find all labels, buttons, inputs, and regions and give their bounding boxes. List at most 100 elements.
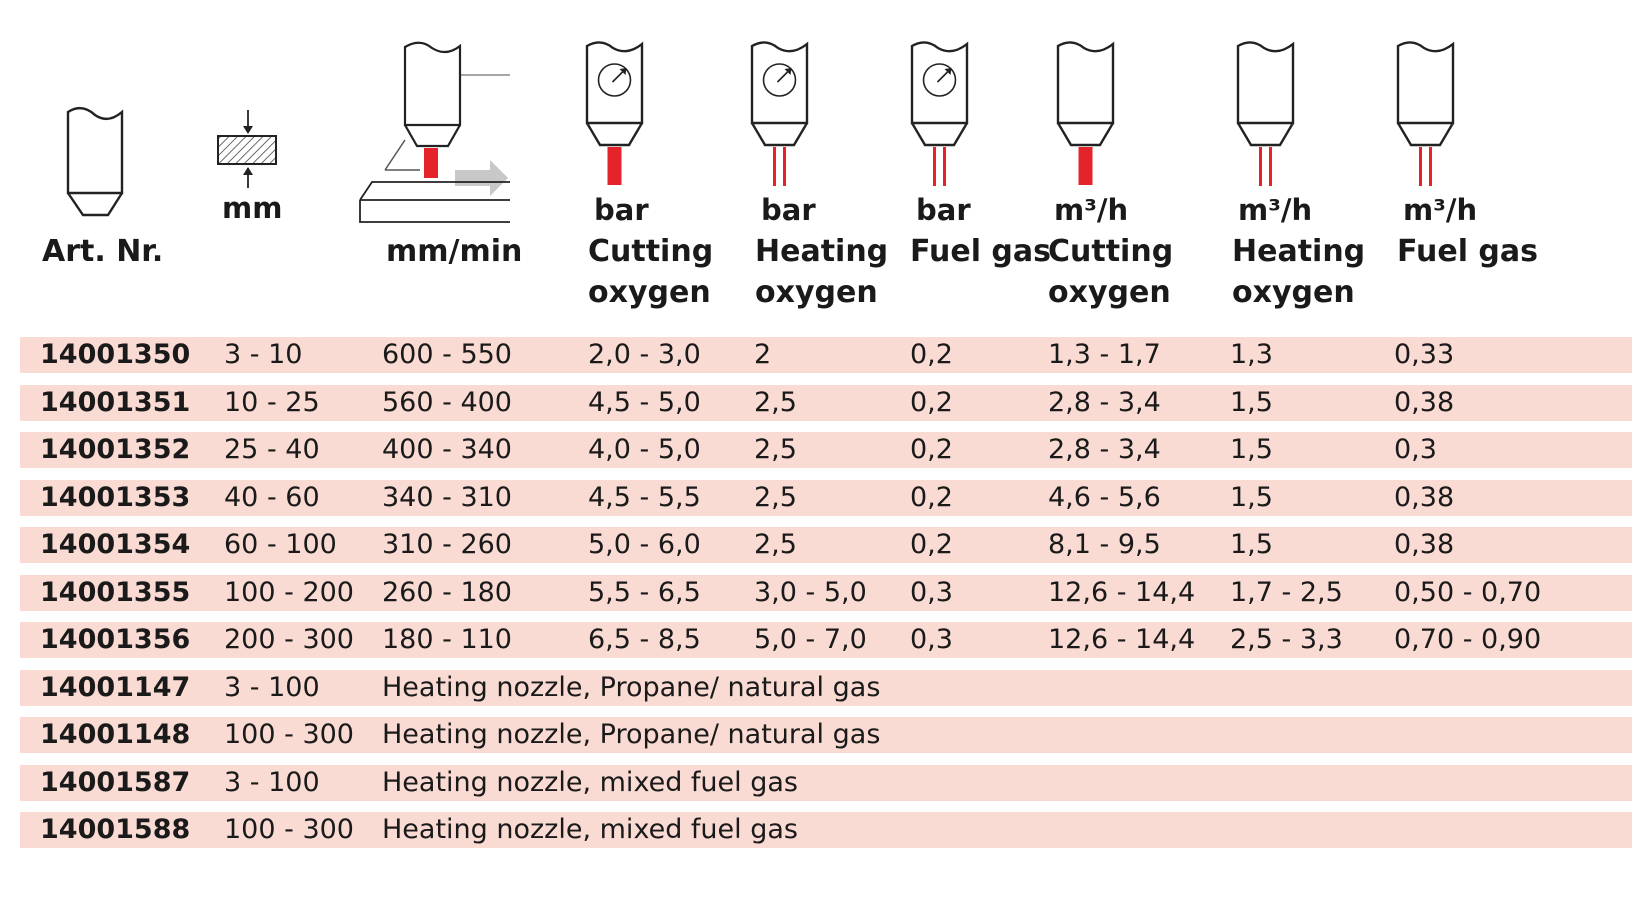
cell-m3-heat: 1,5 <box>1230 481 1273 513</box>
cell-speed: 260 - 180 <box>382 576 512 608</box>
row-background <box>20 384 1632 421</box>
cell-note: Heating nozzle, Propane/ natural gas <box>382 719 881 750</box>
cell-m3-cut: 8,1 - 9,5 <box>1048 529 1161 560</box>
cell-m3-cut: 12,6 - 14,4 <box>1048 576 1196 608</box>
nozzle-fuel-flow-icon <box>1396 41 1455 186</box>
cell-mm: 100 - 200 <box>224 576 354 608</box>
nozzle-gauge-heating-icon <box>750 41 809 186</box>
cell-m3-fuel: 0,33 <box>1394 339 1455 370</box>
unit-label: m³/h <box>1403 193 1478 227</box>
cell-art: 14001352 <box>40 434 191 465</box>
cell-m3-fuel: 0,38 <box>1394 481 1455 513</box>
nozzle-plain-icon <box>66 107 124 217</box>
cell-mm: 25 - 40 <box>224 434 320 465</box>
unit-label: mm <box>222 191 283 225</box>
cell-mm: 3 - 100 <box>224 766 320 798</box>
cell-speed: 310 - 260 <box>382 529 512 560</box>
cell-note: Heating nozzle, mixed fuel gas <box>382 766 798 798</box>
table-row: 14001352 25 - 40 400 - 340 4,0 - 5,0 2,5 0,2 2… <box>20 432 1632 480</box>
row-background <box>20 622 1632 658</box>
cell-m3-heat: 1,5 <box>1230 386 1273 418</box>
cell-art: 14001147 <box>40 671 191 703</box>
table-row: 14001147 3 - 100 Heating nozzle, Propane/ … <box>20 669 1632 718</box>
cell-art: 14001588 <box>40 814 191 845</box>
nozzle-cutting-flow-icon <box>1056 41 1115 185</box>
row-background <box>20 764 1632 801</box>
cell-bar-cut: 4,0 - 5,0 <box>588 434 701 465</box>
cell-speed: 560 - 400 <box>382 386 512 418</box>
column-label: mm/min <box>386 234 523 269</box>
row-background <box>20 432 1632 468</box>
table-row: 14001587 3 - 100 Heating nozzle, mixed fue… <box>20 764 1632 813</box>
data-table: 14001350 3 - 10 600 - 550 2,0 - 3,0 2 0,2 1,3 … <box>20 337 1632 852</box>
cell-m3-fuel: 0,3 <box>1394 434 1437 465</box>
row-background <box>20 669 1632 706</box>
row-background <box>20 812 1632 848</box>
cell-bar-fuel: 0,2 <box>910 529 953 560</box>
column-label: Cutting <box>1048 234 1174 269</box>
cell-speed: 400 - 340 <box>382 434 512 465</box>
column-label-line2: oxygen <box>1232 275 1355 310</box>
cell-m3-heat: 2,5 - 3,3 <box>1230 624 1343 655</box>
cell-bar-fuel: 0,2 <box>910 434 953 465</box>
column-label-line2: oxygen <box>1048 275 1171 310</box>
cell-art: 14001353 <box>40 481 191 513</box>
cell-m3-fuel: 0,38 <box>1394 529 1455 560</box>
cell-mm: 100 - 300 <box>224 814 354 845</box>
table-row: 14001354 60 - 100 310 - 260 5,0 - 6,0 2,5 0,2… <box>20 527 1632 575</box>
cell-bar-fuel: 0,2 <box>910 481 953 513</box>
cell-art: 14001355 <box>40 576 191 608</box>
cell-bar-heat: 2,5 <box>754 386 797 418</box>
cell-bar-heat: 2,5 <box>754 481 797 513</box>
cell-bar-heat: 2 <box>754 339 772 370</box>
cell-mm: 200 - 300 <box>224 624 354 655</box>
cell-m3-fuel: 0,50 - 0,70 <box>1394 576 1542 608</box>
cell-m3-cut: 1,3 - 1,7 <box>1048 339 1161 370</box>
cutting-speed-icon <box>359 41 510 223</box>
cell-m3-heat: 1,5 <box>1230 529 1273 560</box>
cell-bar-heat: 2,5 <box>754 434 797 465</box>
nozzle-gauge-cutting-icon <box>585 41 644 185</box>
cell-bar-cut: 5,5 - 6,5 <box>588 576 701 608</box>
cell-mm: 100 - 300 <box>224 719 354 750</box>
column-label: Fuel gas <box>910 234 1052 269</box>
cell-art: 14001148 <box>40 719 191 750</box>
cell-bar-cut: 5,0 - 6,0 <box>588 529 701 560</box>
column-label: Heating <box>1232 234 1366 269</box>
cell-mm: 3 - 100 <box>224 671 320 703</box>
cell-bar-cut: 4,5 - 5,5 <box>588 481 701 513</box>
table-row: 14001148 100 - 300 Heating nozzle, Propane… <box>20 717 1632 765</box>
cell-m3-cut: 4,6 - 5,6 <box>1048 481 1161 513</box>
cell-m3-heat: 1,3 <box>1230 339 1273 370</box>
cell-note: Heating nozzle, mixed fuel gas <box>382 814 798 845</box>
row-background <box>20 717 1632 753</box>
cell-m3-fuel: 0,38 <box>1394 386 1455 418</box>
column-label: Fuel gas <box>1397 234 1539 269</box>
cell-bar-heat: 2,5 <box>754 529 797 560</box>
cell-mm: 60 - 100 <box>224 529 337 560</box>
cell-art: 14001350 <box>40 339 191 370</box>
cell-m3-heat: 1,7 - 2,5 <box>1230 576 1343 608</box>
unit-label: bar <box>594 193 649 227</box>
cell-mm: 3 - 10 <box>224 339 303 370</box>
cell-art: 14001351 <box>40 386 191 418</box>
cell-bar-fuel: 0,2 <box>910 386 953 418</box>
column-label-line2: oxygen <box>588 275 711 310</box>
row-background <box>20 479 1632 516</box>
cell-speed: 600 - 550 <box>382 339 512 370</box>
cell-bar-cut: 6,5 - 8,5 <box>588 624 701 655</box>
cell-bar-fuel: 0,2 <box>910 339 953 370</box>
cell-speed: 180 - 110 <box>382 624 512 655</box>
unit-label: bar <box>761 193 816 227</box>
nozzle-gauge-fuel-icon <box>910 41 969 186</box>
table-row: 14001353 40 - 60 340 - 310 4,5 - 5,5 2,5 0,2 4… <box>20 479 1632 528</box>
row-background <box>20 574 1632 611</box>
cell-bar-heat: 5,0 - 7,0 <box>754 624 867 655</box>
cell-bar-cut: 4,5 - 5,0 <box>588 386 701 418</box>
cell-m3-cut: 12,6 - 14,4 <box>1048 624 1196 655</box>
cell-bar-fuel: 0,3 <box>910 624 953 655</box>
cell-bar-fuel: 0,3 <box>910 576 953 608</box>
table-row: 14001350 3 - 10 600 - 550 2,0 - 3,0 2 0,2 1,3 … <box>20 337 1632 385</box>
cell-speed: 340 - 310 <box>382 481 512 513</box>
row-background <box>20 527 1632 563</box>
